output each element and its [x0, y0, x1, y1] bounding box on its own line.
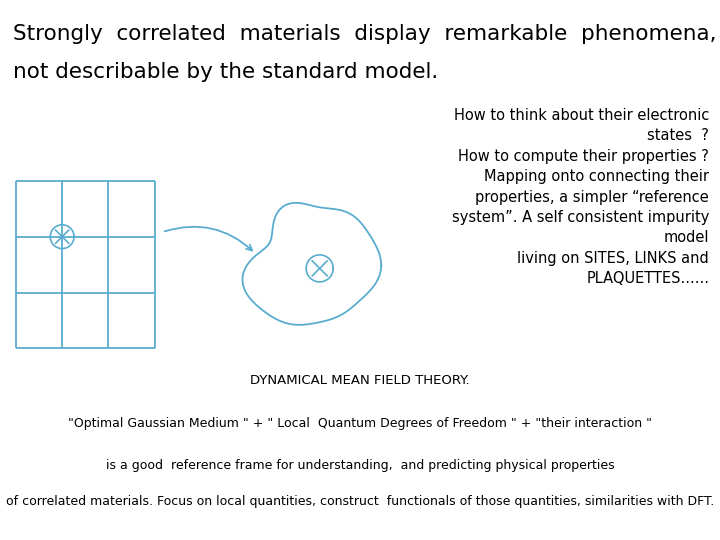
Text: Strongly  correlated  materials  display  remarkable  phenomena,: Strongly correlated materials display re…: [13, 24, 716, 44]
Text: How to think about their electronic
states  ?
How to compute their properties ?
: How to think about their electronic stat…: [452, 108, 709, 286]
Text: "Optimal Gaussian Medium " + " Local  Quantum Degrees of Freedom " + "their inte: "Optimal Gaussian Medium " + " Local Qua…: [68, 417, 652, 430]
Text: DYNAMICAL MEAN FIELD THEORY.: DYNAMICAL MEAN FIELD THEORY.: [250, 374, 470, 387]
Text: not describable by the standard model.: not describable by the standard model.: [13, 62, 438, 82]
Text: is a good  reference frame for understanding,  and predicting physical propertie: is a good reference frame for understand…: [106, 459, 614, 472]
Text: of correlated materials. Focus on local quantities, construct  functionals of th: of correlated materials. Focus on local …: [6, 495, 714, 508]
